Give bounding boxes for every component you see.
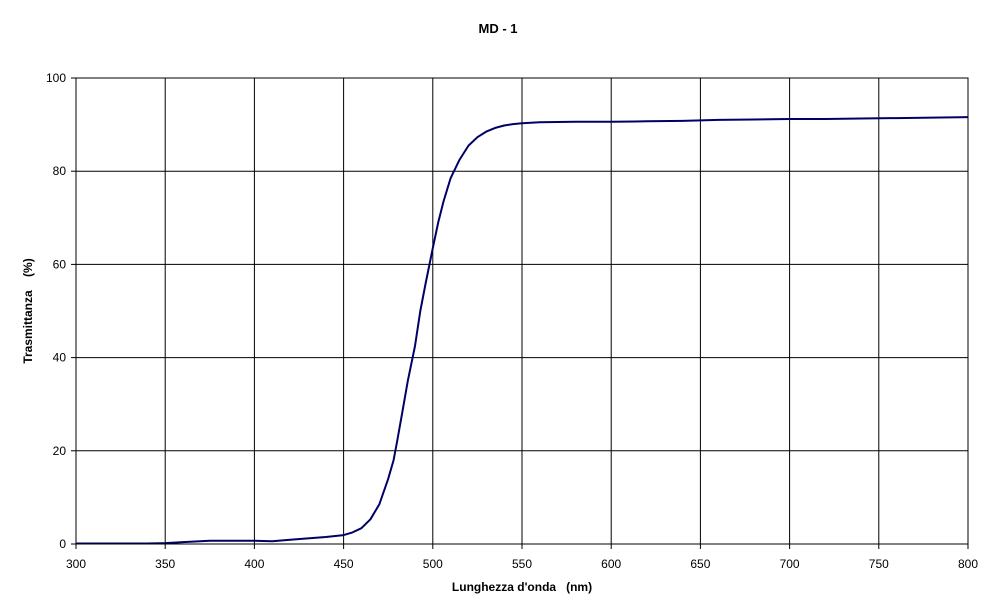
grid-lines	[75, 77, 969, 545]
transmittance-line	[76, 116, 969, 545]
y-axis-title: Trasmittanza (%)	[21, 258, 35, 363]
y-tick-label: 0	[59, 537, 66, 551]
plot-area-frame	[75, 77, 969, 545]
x-tick-label: 300	[66, 557, 86, 571]
y-tick-label: 80	[53, 164, 67, 178]
x-axis-title: Lunghezza d'onda (nm)	[452, 580, 592, 594]
x-tick-label: 550	[512, 557, 532, 571]
x-tick-label: 700	[780, 557, 800, 571]
y-tick-label: 60	[53, 257, 67, 271]
x-tick-label: 750	[869, 557, 889, 571]
y-tick-label: 40	[53, 351, 67, 365]
y-tick-label: 20	[53, 444, 67, 458]
x-axis-ticks: 300 350 400 450 500 550 600 650 700 750 800	[66, 544, 978, 571]
x-tick-label: 500	[423, 557, 443, 571]
x-tick-label: 650	[690, 557, 710, 571]
data-series	[76, 116, 969, 545]
x-tick-label: 450	[334, 557, 354, 571]
y-axis-ticks: 0 20 40 60 80 100	[46, 71, 76, 551]
x-tick-label: 350	[155, 557, 175, 571]
x-tick-label: 800	[958, 557, 978, 571]
x-tick-label: 600	[601, 557, 621, 571]
y-tick-label: 100	[46, 71, 66, 85]
chart-title: MD - 1	[479, 21, 518, 36]
x-tick-label: 400	[244, 557, 264, 571]
